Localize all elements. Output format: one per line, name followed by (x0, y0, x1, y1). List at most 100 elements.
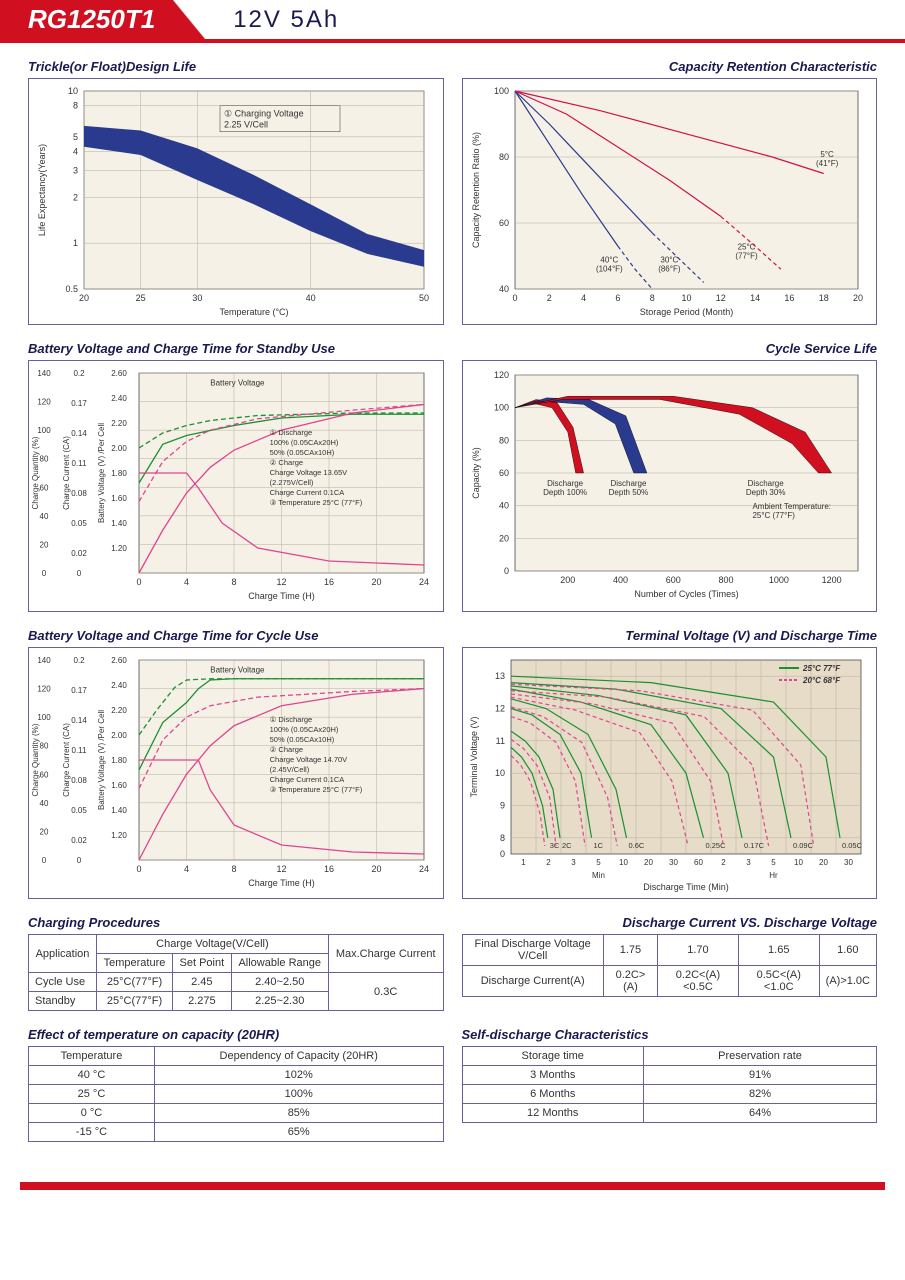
svg-text:2.60: 2.60 (111, 369, 127, 378)
svg-text:80: 80 (40, 455, 49, 464)
td: 1.60 (819, 935, 876, 966)
chart-standby: 0481216202402040608010012014000.020.050.… (28, 360, 444, 612)
chart-terminal: 891011121303C2C1C0.6C0.25C0.17C0.09C0.05… (462, 647, 878, 899)
svg-text:Depth 30%: Depth 30% (745, 488, 785, 497)
svg-text:2: 2 (73, 192, 78, 202)
svg-text:8: 8 (73, 101, 78, 111)
svg-text:120: 120 (37, 398, 51, 407)
svg-text:Battery Voltage (V) /Per Cell: Battery Voltage (V) /Per Cell (97, 423, 106, 523)
svg-text:5: 5 (73, 132, 78, 142)
svg-text:20°C 68°F: 20°C 68°F (802, 676, 841, 685)
svg-text:10: 10 (681, 293, 691, 303)
svg-text:① Charging Voltage: ① Charging Voltage (224, 109, 304, 119)
svg-text:Charge Time (H): Charge Time (H) (248, 878, 315, 888)
td: Standby (29, 992, 97, 1011)
svg-text:100: 100 (493, 86, 508, 96)
svg-text:12: 12 (276, 577, 286, 587)
td: Final Discharge Voltage V/Cell (462, 935, 603, 966)
table-charging: Application Charge Voltage(V/Cell) Max.C… (28, 934, 444, 1011)
svg-text:2: 2 (546, 858, 551, 867)
svg-text:2.60: 2.60 (111, 656, 127, 665)
svg-text:4: 4 (73, 147, 78, 157)
chart-title-cycle: Battery Voltage and Charge Time for Cycl… (28, 628, 444, 643)
spec-title: 12V 5Ah (233, 6, 339, 34)
svg-text:8: 8 (231, 577, 236, 587)
svg-text:100% (0.05CAx20H): 100% (0.05CAx20H) (270, 438, 339, 447)
svg-text:16: 16 (784, 293, 794, 303)
svg-text:Charge Time (H): Charge Time (H) (248, 591, 315, 601)
svg-text:(2.45V/Cell): (2.45V/Cell) (270, 765, 310, 774)
th: Allowable Range (231, 954, 328, 973)
svg-text:60: 60 (40, 770, 49, 779)
th: Application (29, 935, 97, 973)
svg-text:25: 25 (136, 293, 146, 303)
svg-text:0: 0 (136, 864, 141, 874)
svg-text:0.02: 0.02 (71, 549, 87, 558)
tbl-title-self: Self-discharge Characteristics (462, 1027, 878, 1042)
svg-text:2.25 V/Cell: 2.25 V/Cell (224, 120, 268, 130)
svg-text:① Discharge: ① Discharge (270, 428, 313, 437)
svg-text:20: 20 (40, 540, 49, 549)
svg-text:0.05: 0.05 (71, 806, 87, 815)
svg-text:8: 8 (499, 833, 504, 843)
svg-text:0: 0 (136, 577, 141, 587)
td: 2.45 (173, 973, 232, 992)
svg-text:12: 12 (494, 704, 504, 714)
svg-text:2: 2 (546, 293, 551, 303)
svg-text:Charge Quantity (%): Charge Quantity (%) (31, 436, 40, 509)
svg-text:20: 20 (819, 858, 828, 867)
svg-text:0.5: 0.5 (65, 284, 78, 294)
svg-text:Terminal Voltage (V): Terminal Voltage (V) (469, 716, 479, 797)
svg-text:1C: 1C (593, 841, 603, 850)
svg-text:25°C (77°F): 25°C (77°F) (752, 511, 795, 520)
model-badge: RG1250T1 (0, 0, 173, 39)
svg-text:0.08: 0.08 (71, 776, 87, 785)
td: 25°C(77°F) (96, 973, 172, 992)
svg-text:Charge Current 0.1CA: Charge Current 0.1CA (270, 488, 345, 497)
svg-text:0.11: 0.11 (72, 459, 88, 468)
svg-text:1.40: 1.40 (111, 519, 127, 528)
svg-text:Discharge Time (Min): Discharge Time (Min) (643, 882, 729, 892)
td: (A)>1.0C (819, 966, 876, 997)
svg-text:1.20: 1.20 (111, 831, 127, 840)
svg-text:Discharge: Discharge (610, 479, 647, 488)
td: 1.70 (658, 935, 739, 966)
svg-text:Storage Period (Month): Storage Period (Month) (639, 307, 733, 317)
svg-text:8: 8 (649, 293, 654, 303)
th: Charge Voltage(V/Cell) (96, 935, 328, 954)
svg-text:0: 0 (77, 856, 82, 865)
svg-text:120: 120 (37, 685, 51, 694)
svg-text:0.17: 0.17 (71, 399, 87, 408)
svg-text:40°C: 40°C (600, 256, 618, 265)
tbl-title-discharge-v: Discharge Current VS. Discharge Voltage (462, 915, 878, 930)
chart-cycle-life: 02040608010012020040060080010001200Disch… (462, 360, 878, 612)
td: Discharge Current(A) (462, 966, 603, 997)
chart-trickle: 20253040500.512345810① Charging Voltage2… (28, 78, 444, 325)
footer-bar (20, 1182, 885, 1190)
td: 0.2C>(A) (603, 966, 657, 997)
svg-text:Battery Voltage (V) /Per Cell: Battery Voltage (V) /Per Cell (97, 710, 106, 810)
svg-text:0: 0 (499, 849, 504, 859)
svg-text:14: 14 (750, 293, 760, 303)
svg-text:1.60: 1.60 (111, 494, 127, 503)
svg-text:9: 9 (499, 801, 504, 811)
svg-text:24: 24 (419, 577, 429, 587)
svg-text:Charge Current (CA): Charge Current (CA) (62, 723, 71, 797)
svg-text:80: 80 (40, 742, 49, 751)
svg-text:2.40: 2.40 (111, 394, 127, 403)
svg-text:12: 12 (715, 293, 725, 303)
svg-text:1.80: 1.80 (111, 756, 127, 765)
svg-text:140: 140 (37, 369, 51, 378)
td: 1.65 (738, 935, 819, 966)
svg-text:2C: 2C (562, 841, 572, 850)
svg-text:12: 12 (276, 864, 286, 874)
svg-text:40: 40 (498, 284, 508, 294)
svg-text:2.20: 2.20 (111, 419, 127, 428)
svg-text:200: 200 (560, 575, 575, 585)
svg-text:60: 60 (498, 218, 508, 228)
svg-text:20: 20 (371, 864, 381, 874)
chart-title-standby: Battery Voltage and Charge Time for Stan… (28, 341, 444, 356)
svg-text:3C: 3C (549, 841, 559, 850)
svg-text:25°C: 25°C (737, 242, 755, 251)
svg-text:16: 16 (324, 577, 334, 587)
